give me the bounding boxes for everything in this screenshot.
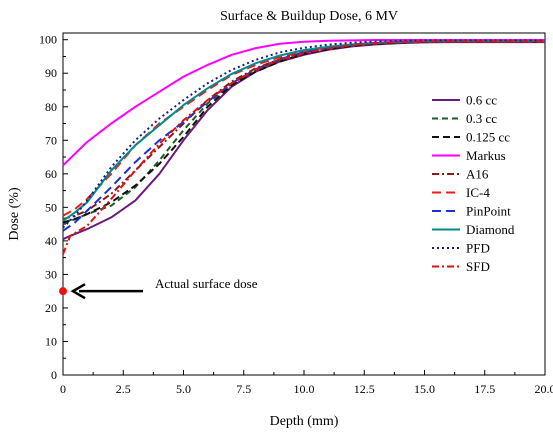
legend-label: PFD: [466, 241, 490, 256]
annotation-arrowhead: [70, 283, 86, 300]
annotation-text: Actual surface dose: [155, 276, 258, 291]
x-tick-label: 0: [60, 382, 66, 396]
legend-label: SFD: [466, 259, 490, 274]
x-tick-label: 17.5: [474, 382, 495, 396]
y-axis-label: Dose (%): [7, 187, 22, 241]
y-tick-label: 30: [45, 267, 57, 281]
y-tick-label: 90: [45, 66, 57, 80]
y-tick-label: 60: [45, 167, 57, 181]
x-tick-label: 7.5: [236, 382, 251, 396]
legend-label: Markus: [466, 148, 506, 163]
legend: 0.6 cc 0.3 cc 0.125 cc Markus A16 IC-4 PinPoin…: [432, 93, 515, 274]
axes: 0 2.5 5.0 7.5 10.0 12.5 15.0 17.5 20.0 0 10 20 30 40 5…: [39, 32, 553, 396]
y-tick-label: 0: [51, 368, 57, 382]
legend-label: 0.3 cc: [466, 111, 497, 126]
y-tick-label: 100: [39, 33, 57, 47]
y-tick-label: 20: [45, 301, 57, 315]
legend-label: 0.6 cc: [466, 93, 497, 108]
legend-label: 0.125 cc: [466, 130, 510, 145]
annotation-layer: Actual surface dose: [59, 276, 258, 300]
x-axis-label: Depth (mm): [270, 414, 339, 429]
x-tick-label: 15.0: [414, 382, 435, 396]
y-tick-label: 80: [45, 100, 57, 114]
legend-label: A16: [466, 167, 489, 182]
legend-label: IC-4: [466, 185, 490, 200]
y-tick-label: 70: [45, 133, 57, 147]
series-line-pfd: [62, 39, 545, 229]
chart-title: Surface & Buildup Dose, 6 MV: [220, 9, 398, 24]
surface-dose-marker: [59, 287, 67, 296]
x-tick-label: 2.5: [116, 382, 131, 396]
x-tick-label: 12.5: [354, 382, 375, 396]
series-layer: [62, 39, 545, 255]
y-tick-label: 40: [45, 234, 57, 248]
x-tick-label: 10.0: [294, 382, 315, 396]
legend-label: Diamond: [466, 222, 515, 237]
legend-label: PinPoint: [466, 204, 511, 219]
x-tick-label: 5.0: [176, 382, 191, 396]
x-tick-label: 20.0: [535, 382, 553, 396]
y-tick-label: 10: [45, 334, 57, 348]
y-tick-label: 50: [45, 200, 57, 214]
series-line-sfd: [62, 40, 545, 255]
